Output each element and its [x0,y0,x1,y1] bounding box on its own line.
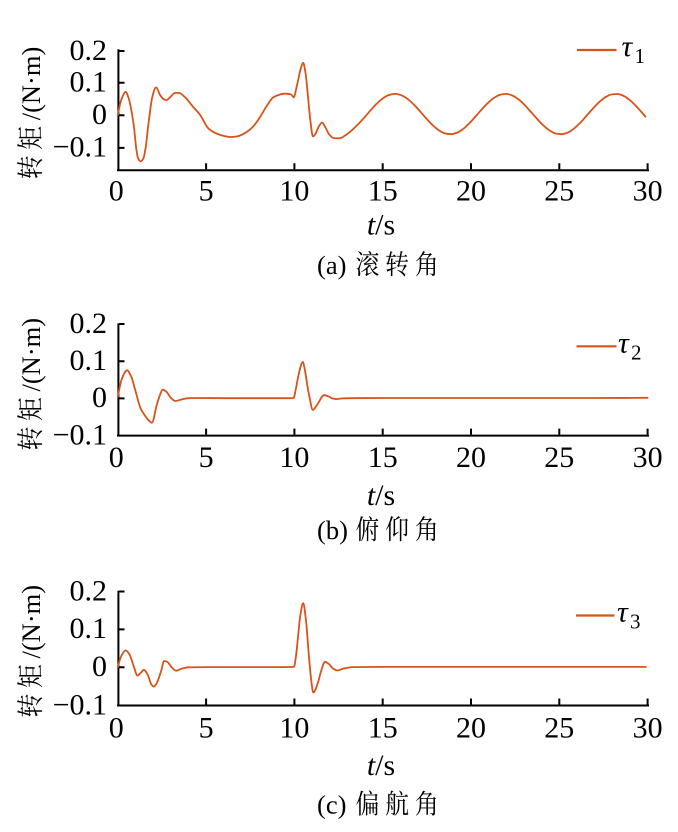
svg-text:/(N·m): /(N·m) [16,585,46,659]
svg-text:15: 15 [368,175,398,208]
svg-text:5: 5 [199,175,214,208]
svg-text:20: 20 [456,441,486,474]
svg-text:3: 3 [630,610,641,634]
svg-text:−0.1: −0.1 [53,418,107,451]
svg-text:0: 0 [92,650,107,683]
svg-text:0.2: 0.2 [70,307,108,340]
svg-text:25: 25 [544,712,574,745]
svg-text:0.1: 0.1 [70,66,108,99]
svg-text:25: 25 [544,175,574,208]
svg-text:10: 10 [279,175,309,208]
svg-text:−0.1: −0.1 [53,131,107,164]
svg-text:τ: τ [618,326,630,359]
svg-text:0.2: 0.2 [70,34,108,67]
svg-text:(c): (c) [317,790,346,820]
svg-text:20: 20 [456,175,486,208]
svg-text:5: 5 [199,712,214,745]
svg-text:τ: τ [617,596,629,629]
svg-text:/(N·m): /(N·m) [16,318,46,392]
svg-text:0.1: 0.1 [70,612,108,645]
svg-text:1: 1 [635,44,646,68]
svg-text:t/s: t/s [367,479,395,512]
svg-text:t/s: t/s [367,209,395,242]
svg-text:2: 2 [631,340,642,364]
svg-text:15: 15 [368,712,398,745]
svg-text:0: 0 [109,441,124,474]
svg-text:0: 0 [92,98,107,131]
svg-text:15: 15 [368,441,398,474]
svg-text:10: 10 [279,712,309,745]
svg-text:0.1: 0.1 [70,344,108,377]
svg-text:25: 25 [544,441,574,474]
svg-text:20: 20 [456,712,486,745]
svg-text:5: 5 [199,441,214,474]
svg-text:−0.1: −0.1 [53,688,107,721]
svg-text:30: 30 [633,712,663,745]
svg-text:30: 30 [633,441,663,474]
svg-text:0: 0 [109,712,124,745]
svg-text:30: 30 [633,175,663,208]
svg-text:τ: τ [622,30,634,63]
svg-text:t/s: t/s [367,749,395,782]
svg-text:0: 0 [92,381,107,414]
svg-text:10: 10 [279,441,309,474]
svg-text:0: 0 [109,175,124,208]
svg-text:(b): (b) [317,515,348,545]
svg-text:/(N·m): /(N·m) [16,47,46,121]
svg-text:(a): (a) [317,250,346,280]
svg-text:0.2: 0.2 [70,574,108,607]
